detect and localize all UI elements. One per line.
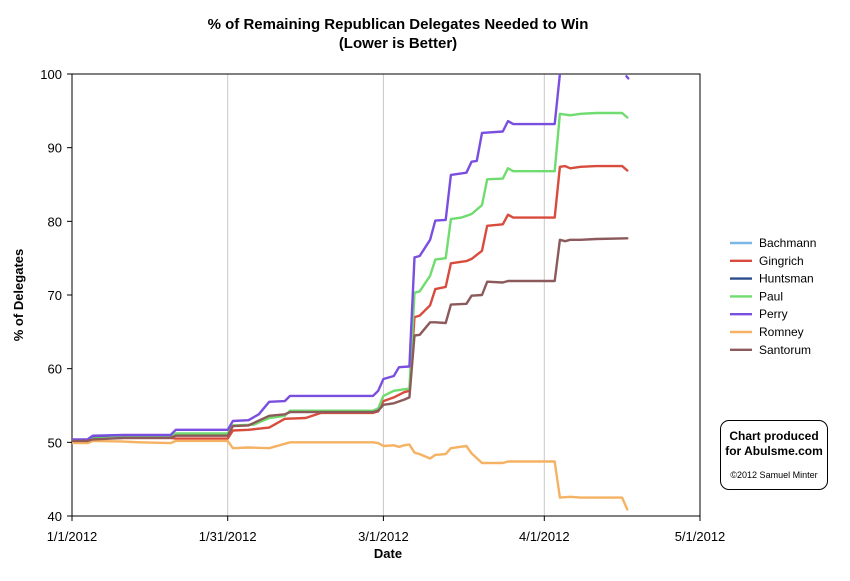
y-tick-label: 40 <box>48 509 62 524</box>
series-lines <box>72 74 630 511</box>
legend-label-romney: Romney <box>759 325 804 339</box>
x-tick-label: 5/1/2012 <box>675 529 726 544</box>
y-tick-label: 60 <box>48 362 62 377</box>
legend: Bachmann Gingrich Huntsman Paul Perry Romney S… <box>730 236 816 357</box>
y-tick-label: 100 <box>40 67 62 82</box>
plot-frame <box>71 73 701 517</box>
y-tick-label: 50 <box>48 435 62 450</box>
y-tick-label: 90 <box>48 141 62 156</box>
legend-label-perry: Perry <box>759 307 788 321</box>
series-line-gingrich <box>72 164 629 442</box>
credit-line-1: Chart produced <box>729 429 819 443</box>
legend-label-paul: Paul <box>759 289 783 303</box>
legend-label-bachmann: Bachmann <box>759 236 816 250</box>
series-line-santorum <box>72 237 629 443</box>
credit-box: Chart produced for Abulsme.com ©2012 Sam… <box>720 420 828 490</box>
chart-subtitle: (Lower is Better) <box>339 35 457 52</box>
x-axis-title: Date <box>374 546 402 561</box>
legend-label-gingrich: Gingrich <box>759 254 804 268</box>
legend-label-huntsman: Huntsman <box>759 272 814 286</box>
series-line-perry <box>72 74 562 441</box>
x-tick-label: 1/31/2012 <box>199 529 257 544</box>
x-tick-label: 1/1/2012 <box>47 529 98 544</box>
y-tick-label: 80 <box>48 214 62 229</box>
series-point-perry <box>625 75 630 80</box>
credit-line-2: for Abulsme.com <box>725 444 823 458</box>
grid <box>227 74 701 516</box>
legend-label-santorum: Santorum <box>759 343 811 357</box>
y-axis-title: % of Delegates <box>11 249 26 341</box>
y-tick-label: 70 <box>48 288 62 303</box>
axes: 1/1/2012 1/31/2012 3/1/2012 4/1/2012 5/1/201… <box>40 67 725 544</box>
credit-copyright: ©2012 Samuel Minter <box>730 470 818 480</box>
x-tick-label: 4/1/2012 <box>519 529 570 544</box>
series-line-romney <box>72 439 629 511</box>
chart-title: % of Remaining Republican Delegates Need… <box>208 16 589 33</box>
x-tick-label: 3/1/2012 <box>358 529 409 544</box>
